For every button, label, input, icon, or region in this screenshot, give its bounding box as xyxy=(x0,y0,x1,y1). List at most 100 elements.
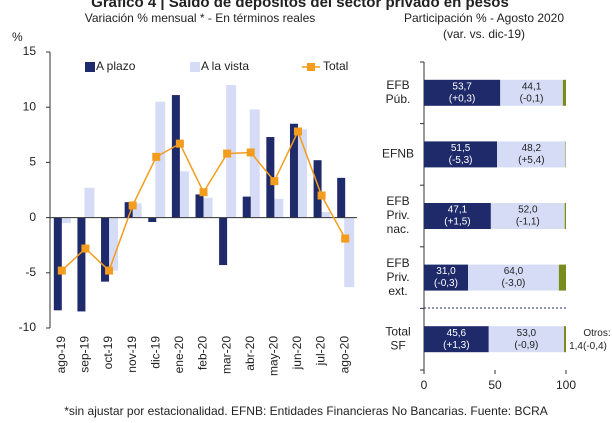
y-tick-label: 10 xyxy=(23,99,37,113)
page-title: Gráfico 4 | Saldo de depósitos del secto… xyxy=(91,0,509,11)
bar xyxy=(289,123,298,218)
left-subtitle: Variación % mensual * - En términos real… xyxy=(85,11,316,25)
category-label: Total xyxy=(385,324,410,338)
bar xyxy=(108,217,119,271)
total-marker xyxy=(105,266,114,275)
category-label: Priv. xyxy=(386,208,409,222)
bar-segment xyxy=(564,326,566,353)
x-tick-label: ago-20 xyxy=(337,336,351,374)
x-tick-label: nov-19 xyxy=(125,336,139,373)
y-tick-label: 0 xyxy=(29,210,36,224)
legend-label: A plazo xyxy=(96,59,136,73)
bar-label: 44,1 xyxy=(522,81,542,92)
x-tick-label: ene-20 xyxy=(172,336,186,374)
total-marker xyxy=(175,139,184,148)
bar-segment xyxy=(424,326,489,353)
y-tick-label: -10 xyxy=(19,320,37,334)
bar xyxy=(131,203,142,218)
bar-label: 47,1 xyxy=(448,205,468,216)
legend-swatch xyxy=(85,62,95,72)
total-marker xyxy=(128,201,137,210)
category-label: SF xyxy=(390,338,405,352)
x-tick-label: 50 xyxy=(488,378,502,392)
x-tick-label: mar-20 xyxy=(219,336,233,374)
otros-annotation: Otros: xyxy=(583,328,610,339)
change-label: (-1,1) xyxy=(516,217,540,228)
x-tick-label: oct-19 xyxy=(101,336,115,370)
bar xyxy=(171,95,180,218)
bar xyxy=(320,212,331,218)
bar xyxy=(124,202,133,218)
bar-label: 53,0 xyxy=(517,328,537,339)
change-label: (-3,0) xyxy=(502,278,526,289)
bar-segment xyxy=(468,264,559,291)
total-marker xyxy=(293,127,302,136)
category-label: EFB xyxy=(386,256,409,270)
bar xyxy=(178,171,189,218)
bar-label: 64,0 xyxy=(504,266,524,277)
bar xyxy=(148,217,157,223)
total-marker xyxy=(270,177,279,186)
bar xyxy=(60,217,71,224)
legend-marker xyxy=(307,63,315,71)
otros-annotation: 1,4(-0,4) xyxy=(569,341,607,352)
total-marker xyxy=(81,244,90,253)
category-label: EFB xyxy=(386,78,409,92)
bar-segment xyxy=(558,264,566,291)
x-tick-label: jun-20 xyxy=(290,336,304,371)
bar xyxy=(242,196,251,218)
y-tick-label: 15 xyxy=(23,44,37,58)
bar-segment xyxy=(497,141,566,168)
bar-label: 48,2 xyxy=(522,143,542,154)
footnote: *sin ajustar por estacionalidad. EFNB: E… xyxy=(64,404,548,418)
bar xyxy=(195,194,204,218)
x-tick-label: sep-19 xyxy=(78,336,92,373)
bar-label: 45,6 xyxy=(447,328,467,339)
bar xyxy=(273,198,284,218)
legend-label: Total xyxy=(323,59,348,73)
legend-swatch xyxy=(190,62,200,72)
x-tick-label: jul-20 xyxy=(314,336,328,367)
category-label: Púb. xyxy=(386,92,411,106)
y-axis-label: % xyxy=(12,30,23,44)
category-label: Priv. xyxy=(386,270,409,284)
bar-label: 53,7 xyxy=(452,81,472,92)
bar xyxy=(313,160,322,218)
bar-segment xyxy=(424,79,501,106)
bar-segment xyxy=(564,203,566,229)
change-label: (-0,1) xyxy=(520,93,544,104)
change-label: (+1,5) xyxy=(444,217,470,228)
y-tick-label: -5 xyxy=(25,265,36,279)
right-title: Participación % - Agosto 2020 xyxy=(404,11,564,25)
bar-label: 51,5 xyxy=(451,143,471,154)
change-label: (-0,9) xyxy=(514,340,538,351)
bar-segment xyxy=(424,141,498,168)
category-label: ext. xyxy=(388,284,407,298)
bar xyxy=(219,217,228,266)
bar xyxy=(53,217,62,311)
bar-segment xyxy=(424,203,491,229)
change-label: (+0,3) xyxy=(449,93,475,104)
total-marker xyxy=(317,191,326,200)
bar-segment xyxy=(562,79,566,106)
category-label: EFB xyxy=(386,194,409,208)
x-tick-label: 100 xyxy=(556,378,576,392)
bar-label: 52,0 xyxy=(518,205,538,216)
change-label: (-5,3) xyxy=(449,155,473,166)
total-marker xyxy=(246,148,255,157)
bar-segment xyxy=(500,79,563,106)
category-label: nac. xyxy=(387,222,410,236)
change-label: (+1,3) xyxy=(443,340,469,351)
change-label: (+5,4) xyxy=(518,155,544,166)
total-marker xyxy=(341,234,350,243)
x-tick-label: abr-20 xyxy=(243,336,257,371)
bar xyxy=(84,187,95,218)
bar xyxy=(77,217,86,312)
total-marker xyxy=(223,149,232,158)
total-marker xyxy=(199,188,208,197)
x-tick-label: dic-19 xyxy=(148,336,162,369)
x-tick-label: feb-20 xyxy=(196,336,210,370)
total-marker xyxy=(57,266,66,275)
bar-segment xyxy=(424,264,469,291)
